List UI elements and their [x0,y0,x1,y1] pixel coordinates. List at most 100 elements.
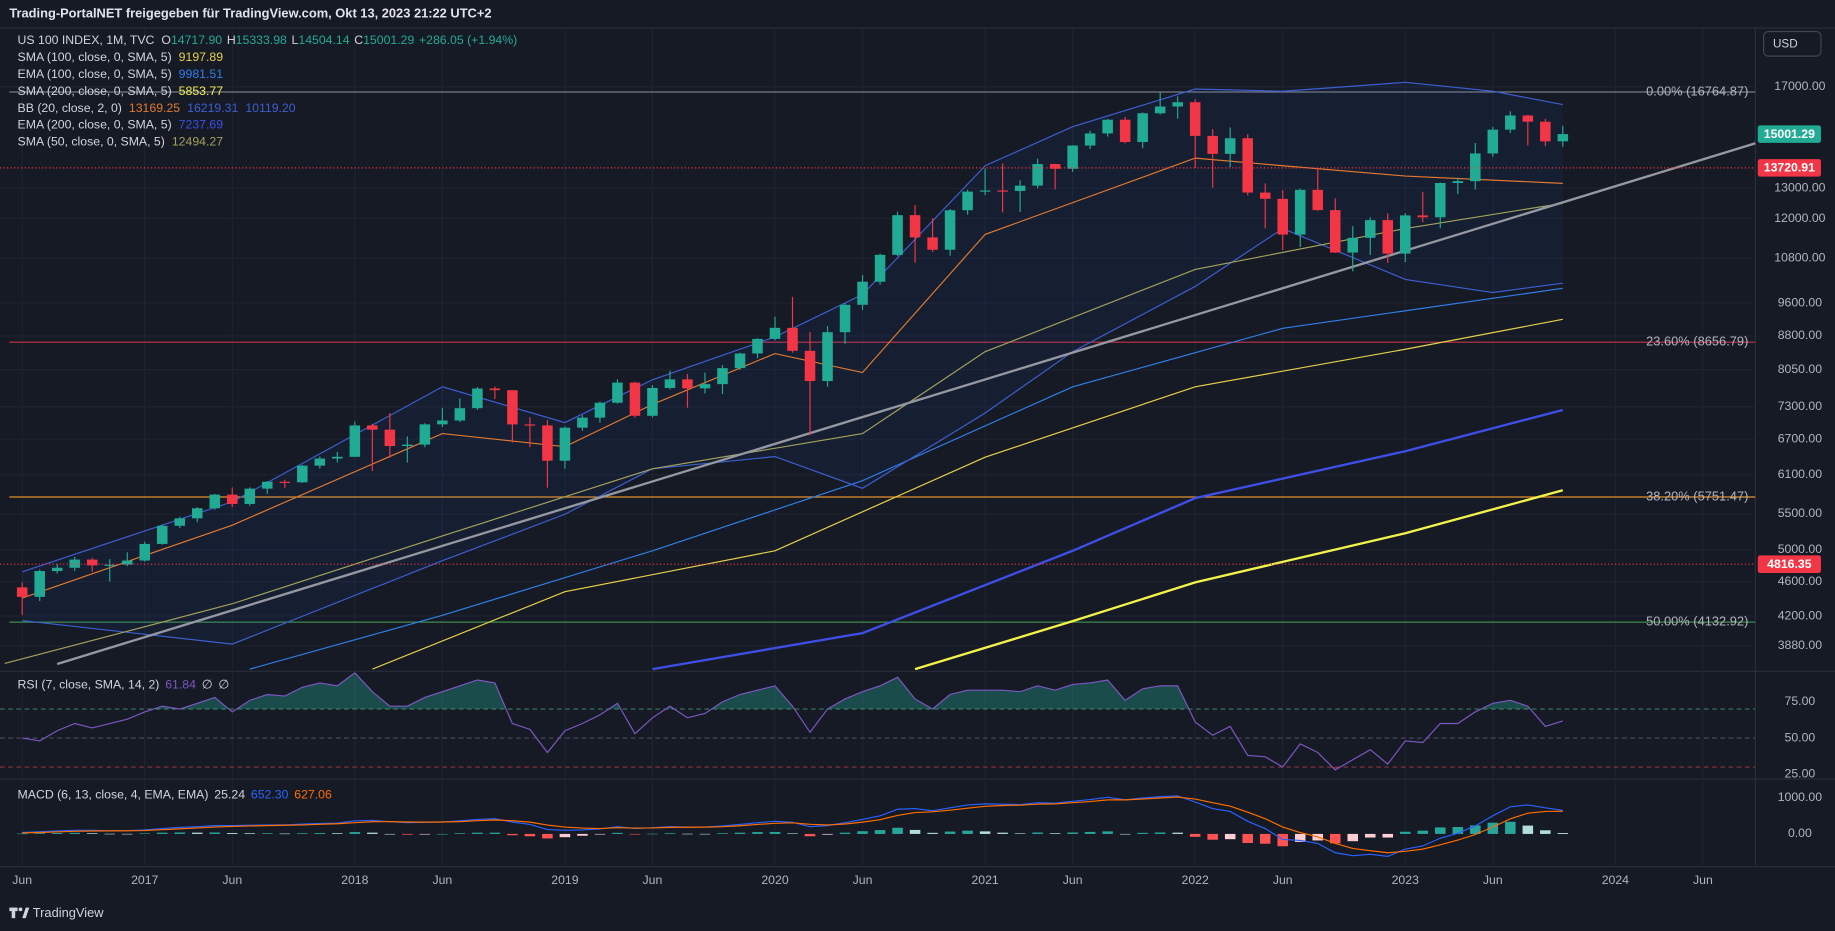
indicator-line [22,227,1563,645]
macd-histogram-bar [1417,830,1429,834]
x-tick-label: Jun [222,873,242,887]
candle-body [542,425,553,461]
rsi-value: ∅ [218,678,229,692]
indicator-value: 10119.20 [245,101,295,115]
candle-body [1137,113,1148,143]
labels: Jun 2017 Jun 2018 Jun 2019 Jun 2020 Jun 2021 Jun 20… [12,33,1825,887]
trendline [56,142,1756,666]
candle-body [314,458,326,466]
candle-body [1417,215,1429,218]
candle-body [16,587,28,597]
macd-histogram-bar [1277,833,1288,847]
x-tick-label: Jun [1483,873,1503,887]
x-tick-label: 2023 [1392,873,1419,887]
candle-body [472,388,483,409]
candle-body [699,384,711,389]
ohlc-value: 14504.14 [298,33,349,47]
macd-histogram-bar [454,833,466,834]
y-tick-label: 17000.00 [1774,79,1825,93]
candle-body [1049,164,1061,169]
indicator-legend: SMA (50, close, 0, SMA, 5) 12494.27 [18,135,224,149]
ohlc-key: O [161,33,171,47]
candle-body [1435,183,1446,218]
candle-body [1154,106,1166,114]
indicator-line [249,287,1563,670]
candle-body [1119,119,1131,143]
x-tick-label: Jun [853,873,873,887]
candle-body [629,382,641,416]
change: +286.05 (+1.94%) [419,33,517,47]
x-tick-label: 2021 [971,873,998,887]
price-pane [0,81,1756,671]
indicator-legend: BB (20, close, 2, 0) 13169.25 16219.31 1011… [18,101,296,115]
indicator-value: 16219.31 [187,101,238,115]
candle-body [507,390,518,425]
macd-histogram-bar [804,833,816,837]
x-tick-label: Jun [1273,873,1293,887]
y-tick-label: 10800.00 [1774,251,1825,265]
macd-histogram-bar [69,832,80,834]
candle-body [787,327,798,351]
macd-histogram-bar [542,833,553,839]
x-tick-label: 2024 [1602,873,1629,887]
macd-histogram-bar [997,832,1008,834]
indicator-name: EMA (200, close, 0, SMA, 5) [18,118,172,132]
macd-histogram-bar [1189,833,1201,837]
macd-tick-label: 1000.00 [1778,790,1823,804]
macd-histogram-bar [1014,833,1026,834]
candle-body [227,494,238,504]
candle-body [1224,138,1236,154]
candle-body [384,429,396,447]
y-tick-label: 8800.00 [1778,328,1823,342]
macd-histogram-bar [1452,827,1464,834]
macd-histogram-bar [1172,832,1183,834]
candle-body [156,525,168,544]
fib-label: 38.20% (5751.47) [1646,488,1748,503]
y-tick-label: 7300.00 [1778,399,1823,413]
price-tag-label: 15001.29 [1764,127,1815,141]
macd-histogram-bar [1505,821,1516,834]
macd-histogram-bar [944,831,956,834]
candle-body [874,254,886,282]
macd-histogram-bar [857,831,868,834]
candle-body [86,559,98,566]
tradingview-logo [9,907,30,919]
y-tick-label: 5000.00 [1778,542,1823,556]
macd-histogram-bar [734,832,746,834]
ohlc-value: 15001.29 [363,33,414,47]
macd-name: MACD (6, 13, close, 4, EMA, EMA) [18,788,209,802]
macd-histogram-bar [349,832,361,834]
candle-body [1522,115,1534,122]
macd-histogram-bar [1259,833,1271,844]
candle-body [1505,115,1516,130]
y-tick-label: 5500.00 [1778,506,1823,520]
y-tick-label: 3880.00 [1778,638,1823,652]
macd-signal-line [22,796,1563,854]
x-tick-label: Jun [1693,873,1713,887]
candle-body [1242,138,1253,193]
x-tick-label: Jun [432,873,452,887]
macd-histogram-bar [1487,822,1499,834]
rsi-pane [0,672,1756,771]
macd-histogram-bar [839,832,851,834]
candle-body [1382,220,1394,254]
macd-histogram-bar [769,831,781,834]
symbol: US 100 INDEX, 1M, TVC [18,33,155,47]
macd-histogram-bar [1364,833,1376,838]
price-tag-label: 4816.35 [1767,557,1812,571]
candle-body [822,332,833,382]
candle-body [279,481,291,483]
candle-body [612,382,623,403]
candle-body [191,508,203,519]
macd-histogram-bar [419,833,431,835]
candle-body [51,567,63,572]
indicator-value: 9197.89 [179,50,224,64]
y-tick-label: 12000.00 [1774,211,1825,225]
currency-button[interactable] [1763,30,1822,57]
macd-histogram-bar [594,833,606,835]
indicator-line [914,489,1564,671]
macd-tick-label: 0.00 [1788,826,1812,840]
candle-body [1067,145,1078,169]
candle-body [682,379,693,389]
